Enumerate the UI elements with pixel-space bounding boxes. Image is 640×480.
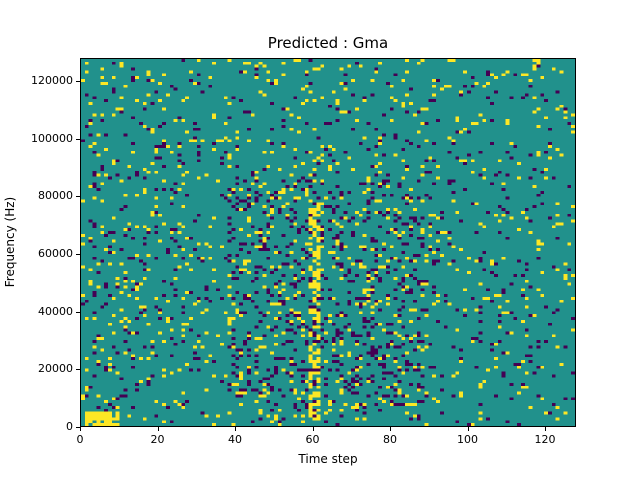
x-tick-mark — [467, 427, 469, 431]
y-tick-mark — [76, 196, 80, 198]
y-tick-mark — [76, 427, 80, 428]
chart-title: Predicted : Gma — [267, 34, 389, 52]
y-tick-label: 100000 — [31, 131, 73, 145]
y-tick-label: 120000 — [31, 74, 73, 88]
y-tick-mark — [76, 138, 80, 140]
x-tick-label: 100 — [457, 433, 478, 446]
x-tick-label: 0 — [76, 433, 84, 446]
y-tick-label: 40000 — [38, 304, 73, 318]
y-tick-mark — [76, 81, 80, 83]
y-tick-mark — [76, 311, 80, 313]
x-tick-mark — [157, 427, 159, 431]
x-tick-mark — [235, 427, 236, 431]
y-tick-mark — [76, 254, 80, 256]
x-tick-mark — [545, 427, 546, 431]
x-axis-label: Time step — [298, 452, 358, 466]
x-tick-label: 20 — [150, 433, 165, 446]
x-tick-label: 80 — [383, 433, 397, 446]
x-tick-mark — [80, 427, 81, 431]
x-tick-mark — [312, 427, 314, 431]
y-axis-label: Frequency (Hz) — [3, 196, 17, 288]
x-tick-label: 40 — [228, 433, 242, 446]
x-tick-label: 120 — [534, 433, 556, 446]
y-tick-mark — [76, 369, 80, 371]
y-tick-label: 80000 — [38, 189, 73, 203]
y-tick-label: 0 — [66, 420, 73, 433]
y-tick-label: 20000 — [38, 362, 73, 376]
heatmap-canvas — [81, 59, 575, 426]
y-tick-label: 60000 — [38, 247, 73, 261]
x-tick-label: 60 — [305, 433, 320, 446]
plot-area — [80, 58, 576, 427]
x-tick-mark — [390, 427, 391, 431]
